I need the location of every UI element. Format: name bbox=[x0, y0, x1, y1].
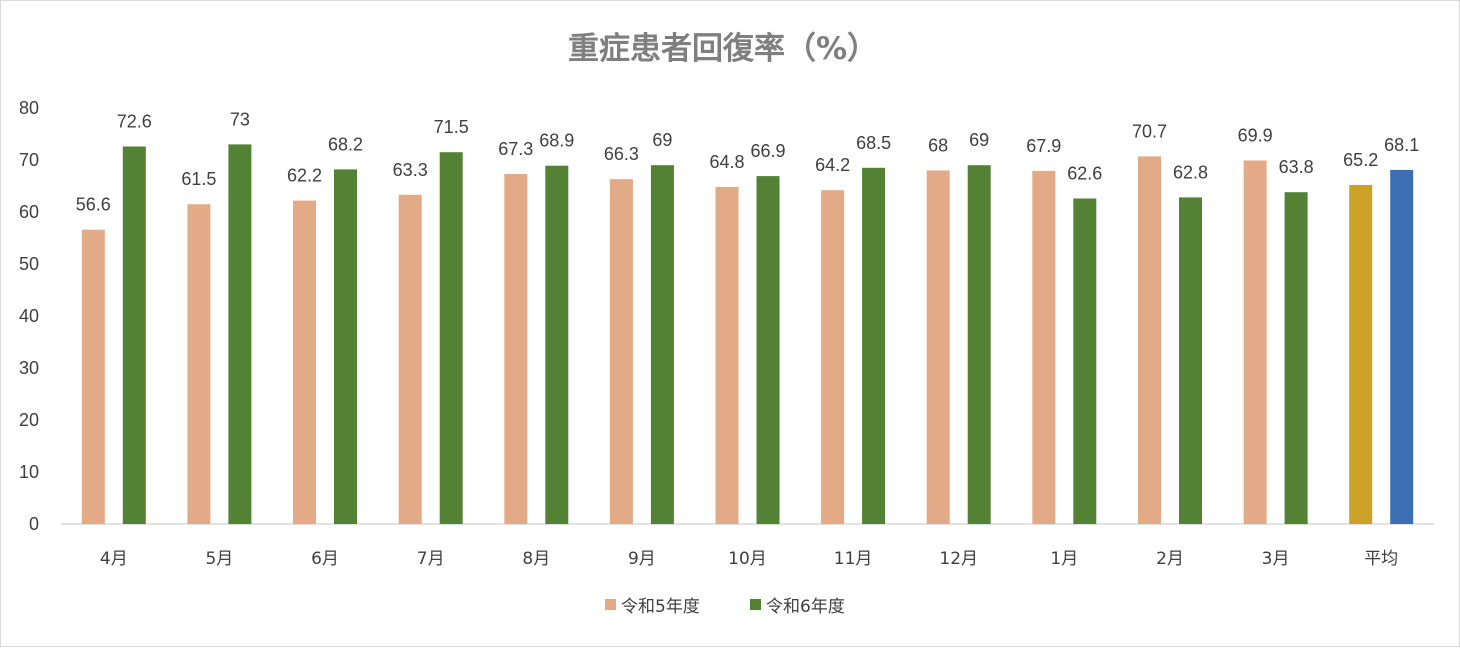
bar-r5-8 bbox=[926, 170, 950, 524]
x-tick-label: 9月 bbox=[628, 549, 656, 569]
data-label: 65.2 bbox=[1343, 150, 1378, 170]
bar-r6-9 bbox=[1073, 198, 1097, 524]
legend-label-r5: 令和5年度 bbox=[621, 597, 700, 617]
data-label: 68.1 bbox=[1384, 135, 1419, 155]
data-label: 70.7 bbox=[1132, 121, 1167, 141]
data-label: 68.9 bbox=[539, 131, 574, 151]
bar-r6-0 bbox=[122, 146, 146, 524]
data-label: 68 bbox=[928, 135, 948, 155]
bar-r5-9 bbox=[1032, 170, 1056, 524]
data-label: 69 bbox=[969, 130, 989, 150]
x-axis: 4月 5月 6月 7月 8月 9月 10月 11月 12月 1月 2月 3月 平均 bbox=[100, 549, 1398, 569]
y-tick-label: 50 bbox=[19, 254, 39, 274]
bar-r6-11 bbox=[1284, 192, 1308, 524]
x-tick-label: 11月 bbox=[834, 549, 873, 569]
y-axis: 0 10 20 30 40 50 60 70 80 bbox=[19, 98, 39, 534]
y-tick-label: 20 bbox=[19, 410, 39, 430]
data-label: 56.6 bbox=[76, 195, 111, 215]
x-tick-label: 8月 bbox=[522, 549, 550, 569]
data-label: 61.5 bbox=[181, 169, 216, 189]
x-tick-label: 7月 bbox=[417, 549, 445, 569]
x-tick-label: 5月 bbox=[205, 549, 233, 569]
legend-swatch-r6 bbox=[750, 599, 761, 610]
x-tick-label: 6月 bbox=[311, 549, 339, 569]
data-label: 67.3 bbox=[498, 139, 533, 159]
legend-label-r6: 令和6年度 bbox=[766, 597, 845, 617]
bar-r6-5 bbox=[650, 165, 674, 524]
data-labels-layer: 56.6 72.6 61.5 73 62.2 68.2 63.3 71.5 67.3 68.9 66… bbox=[76, 109, 1419, 214]
y-tick-label: 80 bbox=[19, 98, 39, 118]
bar-r5-1 bbox=[187, 204, 211, 524]
x-tick-label: 12月 bbox=[939, 549, 978, 569]
y-tick-label: 60 bbox=[19, 202, 39, 222]
bar-r6-6 bbox=[756, 176, 780, 524]
bar-r6-1 bbox=[228, 144, 252, 524]
bar-r5-4 bbox=[504, 174, 528, 524]
x-tick-label: 2月 bbox=[1156, 549, 1184, 569]
data-label: 62.6 bbox=[1067, 164, 1102, 184]
data-label: 72.6 bbox=[117, 112, 152, 132]
data-label: 63.8 bbox=[1279, 157, 1314, 177]
bar-r5-11 bbox=[1243, 160, 1267, 524]
bar-r5-7 bbox=[821, 190, 845, 524]
data-label: 69.9 bbox=[1238, 126, 1273, 146]
bar-r5-6 bbox=[715, 187, 739, 524]
data-label: 67.9 bbox=[1026, 136, 1061, 156]
data-label: 62.8 bbox=[1173, 162, 1208, 182]
y-tick-label: 10 bbox=[19, 462, 39, 482]
bar-r5-10 bbox=[1138, 156, 1161, 524]
bar-r6-2 bbox=[334, 169, 357, 524]
data-label: 66.3 bbox=[604, 144, 639, 164]
y-tick-label: 70 bbox=[19, 150, 39, 170]
y-tick-label: 0 bbox=[29, 514, 39, 534]
bar-r6-7 bbox=[862, 167, 886, 525]
data-label: 69 bbox=[652, 130, 672, 150]
data-label: 64.8 bbox=[709, 152, 744, 172]
chart-title: 重症患者回復率（%） bbox=[568, 31, 878, 67]
bar-r6-10 bbox=[1179, 197, 1202, 524]
legend-swatch-r5 bbox=[605, 599, 616, 610]
bar-r5-5 bbox=[609, 179, 633, 524]
bar-r6-3 bbox=[439, 152, 463, 524]
data-label: 68.5 bbox=[856, 133, 891, 153]
bar-r5-12 bbox=[1349, 185, 1373, 524]
x-tick-label: 1月 bbox=[1050, 549, 1078, 569]
data-label: 66.9 bbox=[750, 141, 785, 161]
data-label: 73 bbox=[230, 109, 250, 129]
bar-r6-12 bbox=[1390, 169, 1414, 524]
bar-r6-8 bbox=[967, 165, 991, 524]
y-tick-label: 40 bbox=[19, 306, 39, 326]
data-label: 64.2 bbox=[815, 155, 850, 175]
data-label: 62.2 bbox=[287, 166, 322, 186]
x-tick-label: 4月 bbox=[100, 549, 128, 569]
bars-layer bbox=[81, 144, 1414, 525]
x-tick-label: 平均 bbox=[1364, 549, 1398, 569]
legend: 令和5年度 令和6年度 bbox=[605, 597, 845, 617]
x-tick-label: 10月 bbox=[728, 549, 767, 569]
bar-r5-0 bbox=[81, 229, 105, 524]
y-tick-label: 30 bbox=[19, 358, 39, 378]
data-label: 63.3 bbox=[393, 160, 428, 180]
bar-r5-3 bbox=[398, 194, 422, 525]
data-label: 68.2 bbox=[328, 134, 363, 154]
x-tick-label: 3月 bbox=[1262, 549, 1290, 569]
bar-r5-2 bbox=[293, 200, 316, 524]
data-label: 71.5 bbox=[434, 117, 469, 137]
bar-r6-4 bbox=[545, 165, 569, 524]
